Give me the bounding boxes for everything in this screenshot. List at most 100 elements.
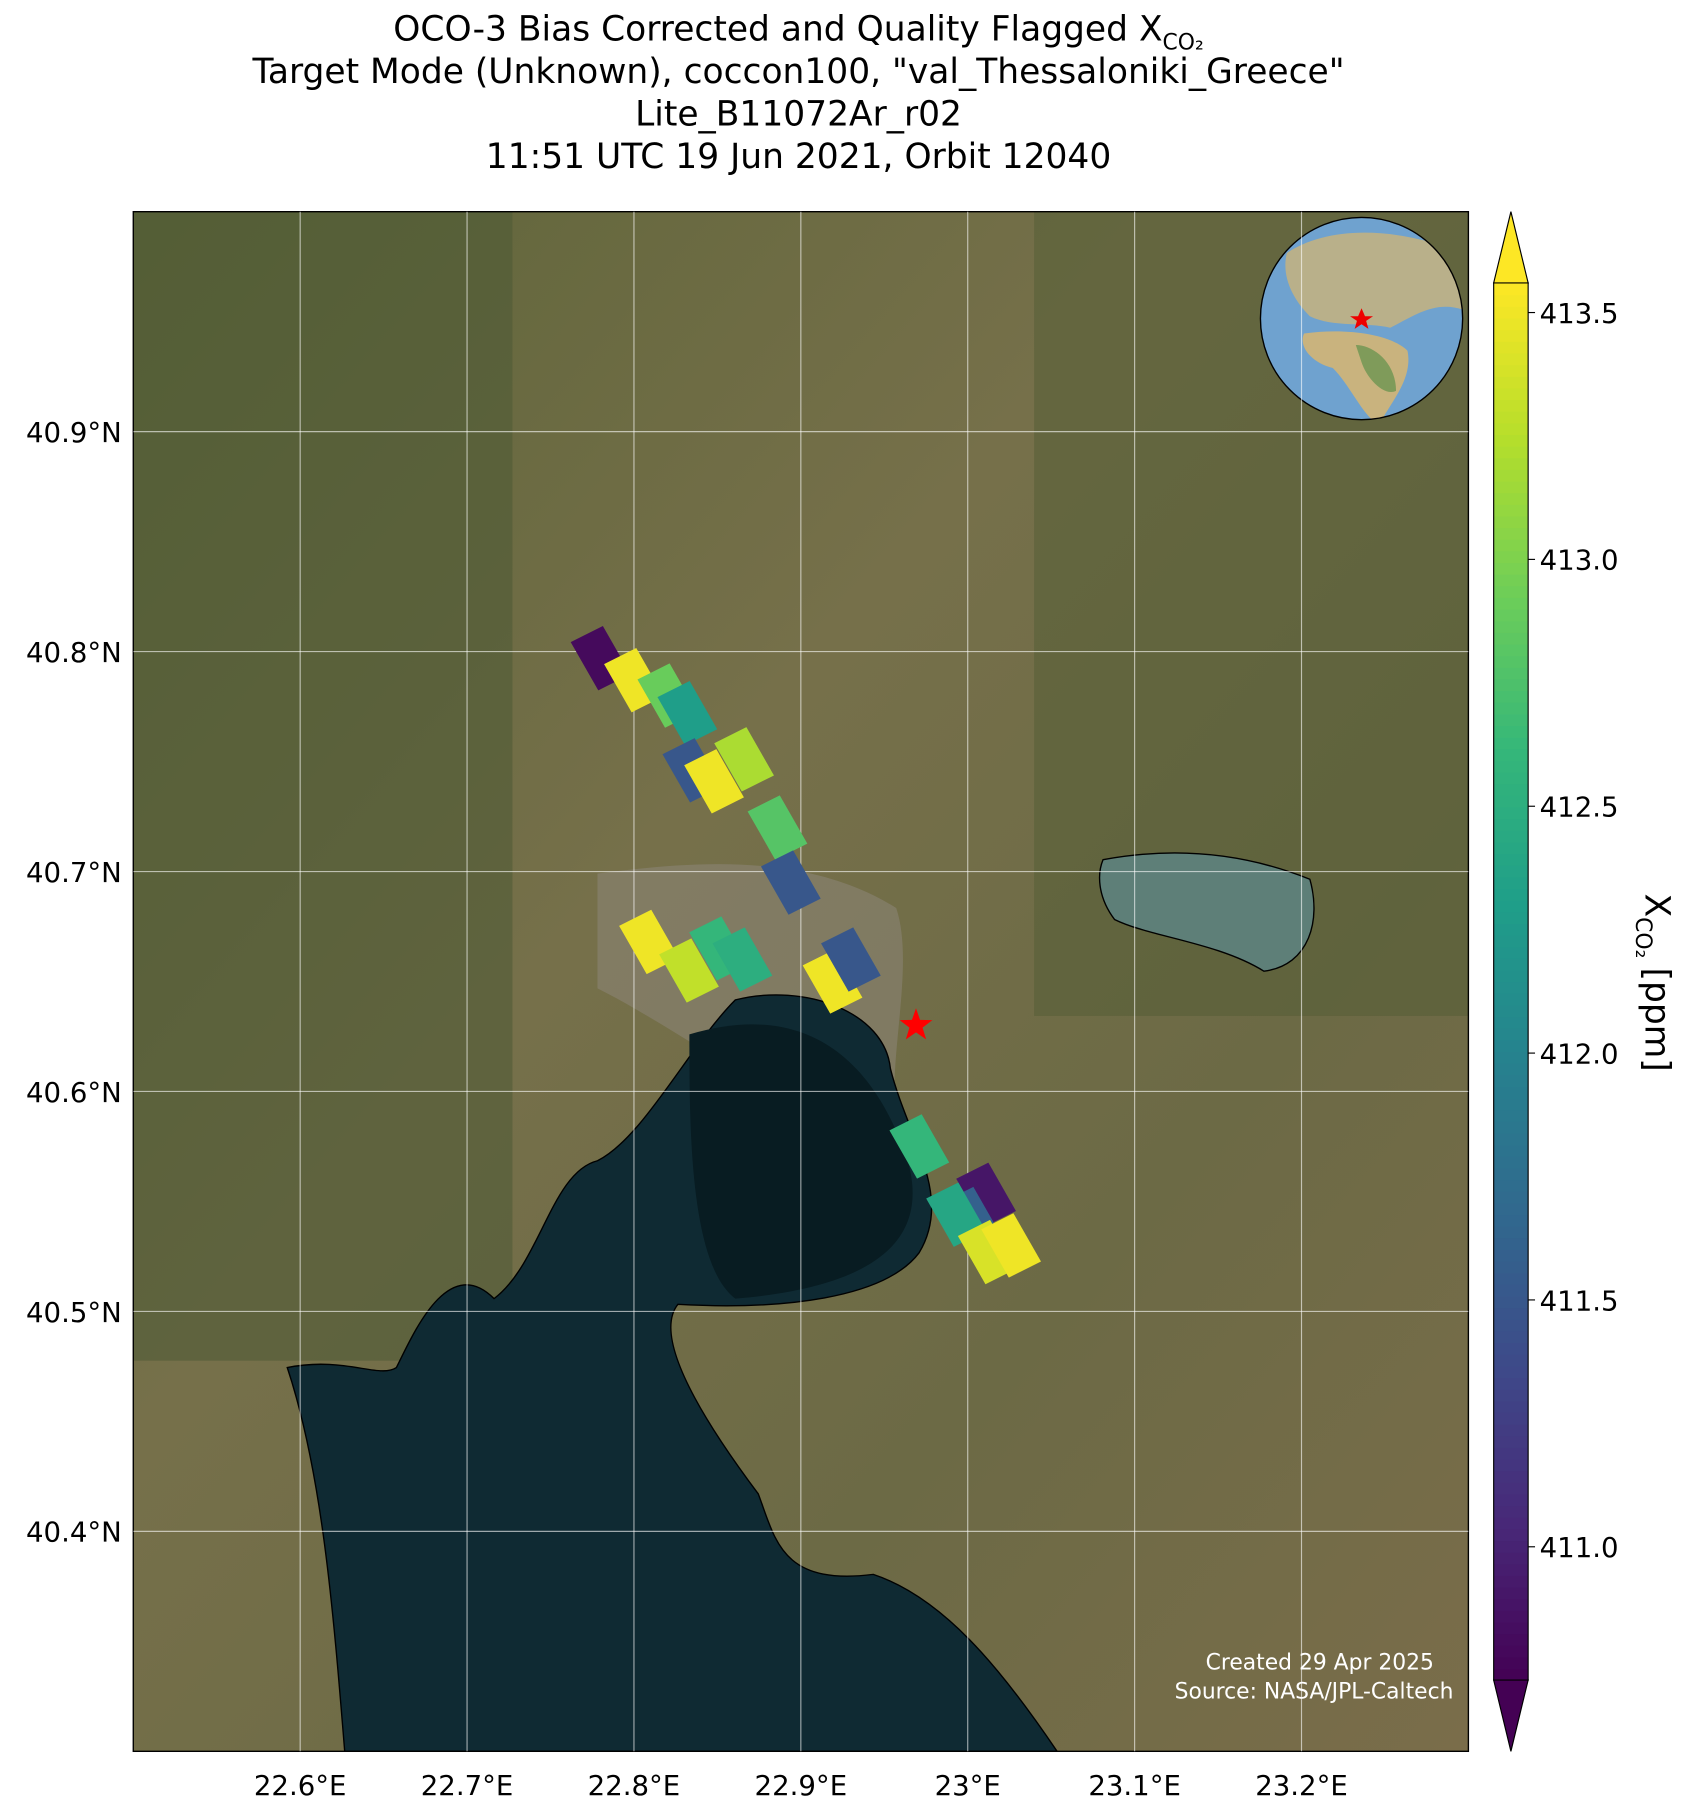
footprint — [889, 1114, 950, 1179]
footprint — [802, 949, 863, 1014]
footprint — [956, 1162, 1016, 1228]
colorbar-segment — [1493, 783, 1529, 796]
footprint — [981, 1213, 1041, 1278]
colorbar-segment — [1493, 1004, 1529, 1018]
colorbar-segment — [1493, 620, 1529, 633]
footprint — [760, 850, 821, 915]
colorbar-segment — [1493, 1610, 1529, 1623]
colorbar-segment — [1493, 341, 1529, 354]
colorbar-segment — [1493, 469, 1529, 482]
colorbar-segment — [1493, 364, 1529, 377]
colorbar-segment — [1493, 1028, 1529, 1041]
colorbar-segment — [1493, 1063, 1529, 1076]
colorbar-segment — [1493, 1039, 1529, 1053]
colorbar-segment — [1493, 865, 1529, 878]
y-tick-label: 40.4°N — [26, 1516, 122, 1549]
colorbar-segment — [1493, 1458, 1529, 1472]
title-line: Lite_B11072Ar_r02 — [635, 95, 962, 135]
colorbar-tick-label: 411.5 — [1540, 1284, 1619, 1317]
footprint — [957, 1219, 1018, 1285]
colorbar-segment — [1493, 1295, 1529, 1309]
y-tick-label: 40.6°N — [26, 1076, 122, 1109]
colorbar-segment — [1493, 1633, 1529, 1646]
y-tick-label: 40.7°N — [26, 856, 122, 889]
colorbar-segment — [1493, 1412, 1529, 1425]
title-text: Target Mode (Unknown), coccon100, "val_T… — [251, 52, 1344, 92]
grid — [133, 211, 1469, 1752]
colorbar-segment — [1493, 725, 1529, 738]
colorbar-segment — [1493, 1493, 1529, 1507]
colorbar-tick-label: 412.5 — [1540, 791, 1619, 824]
colorbar-segment — [1493, 282, 1529, 296]
colorbar-segment — [1493, 1598, 1529, 1611]
colorbar-segment — [1493, 1284, 1529, 1297]
colorbar-segment — [1493, 1237, 1529, 1250]
colorbar-segment — [1493, 1540, 1529, 1553]
colorbar-segment — [1493, 1563, 1529, 1576]
colorbar-segment — [1493, 306, 1529, 319]
colorbar-segment — [1493, 422, 1529, 435]
colorbar-segment — [1493, 841, 1529, 855]
colorbar-segment — [1493, 1179, 1529, 1192]
colorbar-segment — [1493, 853, 1529, 866]
colorbar-segment — [1493, 1156, 1529, 1169]
colorbar-segment — [1493, 690, 1529, 703]
colorbar-segment — [1493, 1307, 1529, 1320]
colorbar-segment — [1493, 1109, 1529, 1122]
x-tick-label: 23.1°E — [1088, 1769, 1181, 1801]
colorbar-tick-label: 411.0 — [1540, 1531, 1619, 1564]
colorbar-segment — [1493, 1260, 1529, 1274]
credit: Created 29 Apr 2025 — [1206, 1651, 1434, 1676]
colorbar-segment — [1493, 1645, 1529, 1658]
colorbar-label: XCO₂ [ppm] — [1630, 894, 1676, 1072]
colorbar-segment — [1493, 900, 1529, 913]
colorbar-segment — [1493, 1668, 1529, 1681]
colorbar-segment — [1493, 737, 1529, 750]
colorbar-label-part: X — [1636, 894, 1676, 918]
colorbar-segment — [1493, 1586, 1529, 1600]
colorbar-segment — [1493, 795, 1529, 808]
colorbar-segment — [1493, 1656, 1529, 1670]
colorbar-segment — [1493, 1016, 1529, 1029]
colorbar-segment — [1493, 1342, 1529, 1355]
colorbar-segment — [1493, 1552, 1529, 1565]
title-line: Target Mode (Unknown), coccon100, "val_T… — [251, 52, 1344, 92]
x-tick-label: 22.6°E — [254, 1769, 347, 1801]
colorbar-segment — [1493, 1621, 1529, 1635]
colorbar-segment — [1493, 457, 1529, 470]
colorbar-extend — [1492, 211, 1529, 284]
colorbar-segment — [1493, 934, 1529, 948]
colorbar-tick-label: 412.0 — [1540, 1037, 1619, 1070]
colorbar-segment — [1493, 1528, 1529, 1542]
colorbar-segment — [1493, 1365, 1529, 1379]
colorbar-segment — [1493, 1097, 1529, 1111]
colorbar-segment — [1493, 317, 1529, 331]
colorbar-segment — [1493, 969, 1529, 983]
colorbar-segment — [1493, 655, 1529, 668]
colorbar-segment — [1493, 1202, 1529, 1216]
x-tick-label: 23.2°E — [1255, 1769, 1348, 1801]
colorbar-segment — [1493, 1389, 1529, 1402]
colorbar-segment — [1493, 387, 1529, 401]
title-line: 11:51 UTC 19 Jun 2021, Orbit 12040 — [486, 137, 1111, 177]
target-star — [899, 1008, 933, 1040]
colorbar-segment — [1493, 352, 1529, 366]
colorbar-segment — [1493, 923, 1529, 936]
colorbar-segment — [1493, 399, 1529, 412]
colorbar-segment — [1493, 702, 1529, 715]
colorbar-segment — [1493, 1319, 1529, 1332]
y-tick-label: 40.8°N — [26, 636, 122, 669]
colorbar-segment — [1493, 1121, 1529, 1134]
colorbar-segment — [1493, 632, 1529, 645]
y-tick-label: 40.5°N — [26, 1296, 122, 1329]
colorbar-segment — [1493, 562, 1529, 575]
colorbar-segment — [1493, 492, 1529, 505]
colorbar-segment — [1493, 830, 1529, 843]
colorbar-segment — [1493, 713, 1529, 727]
colorbar-segment — [1493, 1226, 1529, 1239]
footprint — [659, 938, 719, 1003]
colorbar-segment — [1493, 643, 1529, 657]
x-tick-label: 22.9°E — [755, 1769, 848, 1801]
colorbar-segment — [1493, 445, 1529, 459]
